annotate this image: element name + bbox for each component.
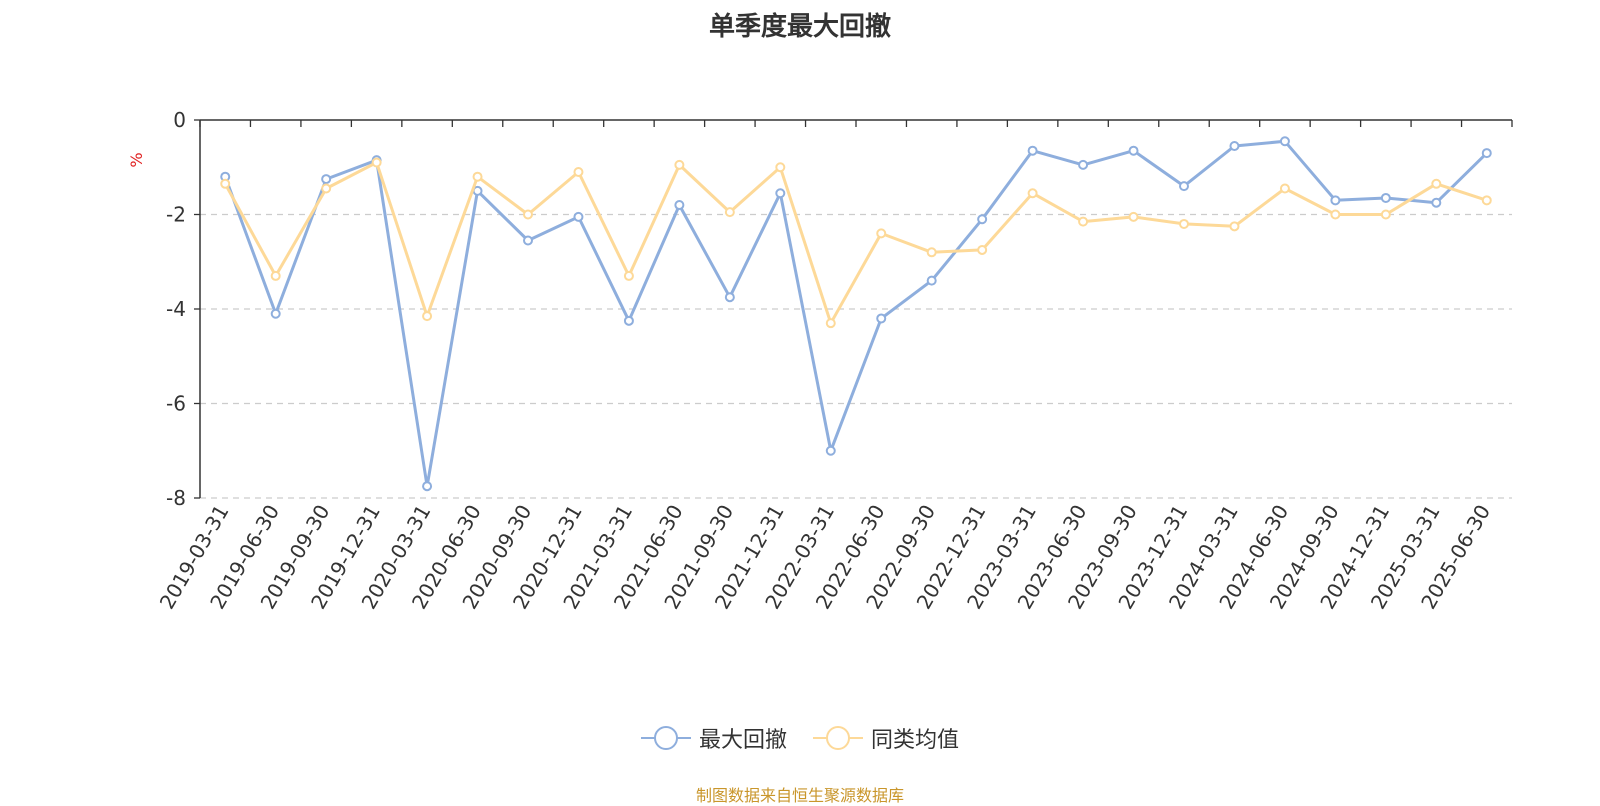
data-point: [1330, 195, 1341, 206]
data-point: [270, 308, 281, 319]
legend-item-series-1[interactable]: 最大回撤: [640, 722, 787, 754]
data-point: [1027, 188, 1038, 199]
data-point: [926, 247, 937, 258]
data-point: [472, 171, 483, 182]
data-point: [1128, 211, 1139, 222]
y-tick-label: -8: [166, 486, 186, 510]
data-point: [1027, 145, 1038, 156]
y-tick-label: -6: [166, 392, 186, 416]
data-point: [825, 445, 836, 456]
legend-marker-series-2: [813, 726, 863, 750]
data-point: [1229, 140, 1240, 151]
source-note: 制图数据来自恒生聚源数据库: [695, 786, 904, 805]
data-point: [321, 183, 332, 194]
data-point: [1431, 197, 1442, 208]
data-point: [1431, 178, 1442, 189]
data-point: [270, 270, 281, 281]
data-point: [1380, 192, 1391, 203]
data-point: [724, 292, 735, 303]
y-tick-label: -4: [166, 297, 186, 321]
data-point: [623, 270, 634, 281]
data-point: [573, 166, 584, 177]
legend-label-series-2: 同类均值: [871, 728, 960, 753]
series-2: [220, 157, 1492, 329]
data-point: [1481, 195, 1492, 206]
data-point: [876, 228, 887, 239]
legend-label-series-1: 最大回撤: [698, 728, 787, 753]
chart-title: 单季度最大回撤: [708, 12, 891, 42]
data-point: [523, 209, 533, 220]
data-point: [977, 214, 988, 225]
data-point: [371, 157, 382, 168]
data-point: [775, 162, 786, 173]
data-point: [1128, 145, 1139, 156]
legend-marker-series-1: [640, 726, 691, 750]
data-point: [1229, 221, 1240, 232]
data-point: [1179, 218, 1189, 229]
data-point: [321, 174, 332, 185]
series-line: [223, 139, 1488, 488]
y-tick-label: -2: [166, 203, 186, 227]
y-tick-label: 0: [173, 108, 186, 132]
data-point: [674, 200, 685, 211]
data-point: [775, 188, 786, 199]
legend-item-series-2[interactable]: 同类均值: [813, 722, 959, 754]
data-point: [825, 318, 836, 329]
data-point: [422, 311, 433, 322]
tick-labels: 0-2-4-6-82019-03-312019-06-302019-09-302…: [155, 108, 1495, 613]
data-point: [523, 235, 533, 246]
data-point: [977, 244, 988, 255]
data-point: [1279, 183, 1290, 194]
data-point: [1078, 159, 1089, 170]
data-point: [876, 313, 887, 324]
data-point: [1078, 216, 1089, 227]
series-1: [220, 136, 1492, 492]
series-line: [223, 161, 1488, 325]
axes: [194, 119, 1513, 499]
grid-lines: [200, 213, 1512, 499]
data-point: [422, 481, 433, 492]
data-point: [623, 315, 634, 326]
legend: 最大回撤 同类均值: [0, 722, 1600, 754]
y-axis-unit: %: [127, 152, 146, 167]
data-point: [1179, 181, 1189, 192]
data-point: [1279, 136, 1290, 147]
data-point: [1330, 209, 1341, 220]
data-point: [674, 159, 685, 170]
data-point: [724, 207, 735, 218]
series-lines: [220, 136, 1492, 492]
data-point: [926, 275, 937, 286]
data-point: [1481, 148, 1492, 159]
data-point: [220, 178, 231, 189]
data-point: [573, 211, 584, 222]
data-point: [1380, 209, 1391, 220]
